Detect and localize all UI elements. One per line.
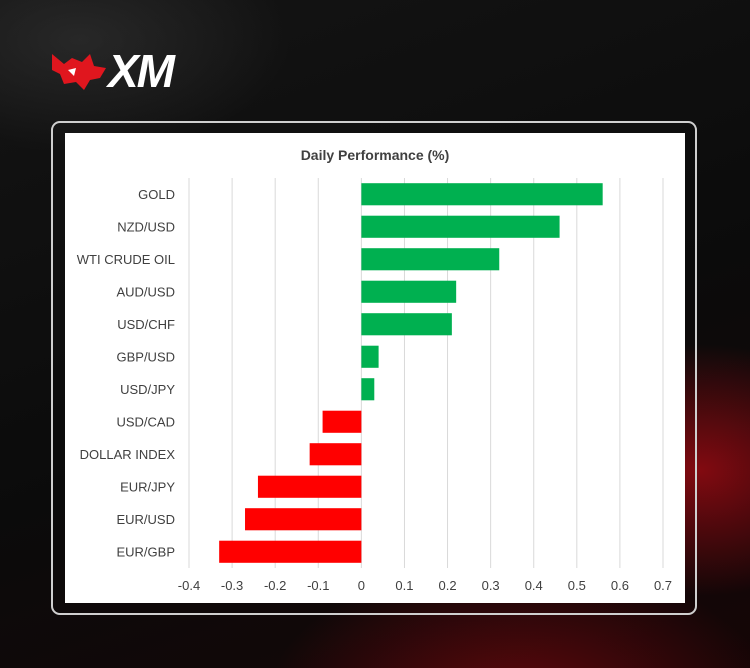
bar-eur-gbp <box>219 540 362 563</box>
chart-panel: Daily Performance (%) GOLD NZD/USD WTI CRU… <box>65 133 685 603</box>
category-label: EUR/USD <box>116 512 175 527</box>
x-tick-label: -0.3 <box>221 578 243 593</box>
category-label: GBP/USD <box>116 349 175 364</box>
bar-eur-usd <box>245 508 362 531</box>
x-tick-label: 0 <box>358 578 365 593</box>
category-label: DOLLAR INDEX <box>80 447 176 462</box>
x-axis-ticks: -0.4 -0.3 -0.2 -0.1 0 0.1 0.2 0.3 0.4 0.5 0.6 0.7 <box>178 578 672 593</box>
bar-usd-chf <box>361 313 452 336</box>
logo-text: XM <box>108 45 175 97</box>
bull-icon <box>52 54 106 90</box>
xm-logo: XM <box>50 45 200 97</box>
category-label: NZD/USD <box>117 219 175 234</box>
chart-title: Daily Performance (%) <box>301 147 450 163</box>
category-label: WTI CRUDE OIL <box>77 252 175 267</box>
bar-gbp-usd <box>361 345 379 368</box>
bar-chart: Daily Performance (%) GOLD NZD/USD WTI CRU… <box>77 147 672 593</box>
bars <box>219 183 603 563</box>
x-tick-label: 0.3 <box>482 578 500 593</box>
x-tick-label: 0.4 <box>525 578 543 593</box>
x-tick-label: 0.2 <box>439 578 457 593</box>
x-tick-label: 0.1 <box>395 578 413 593</box>
bar-eur-jpy <box>257 475 362 498</box>
bar-dollar-index <box>309 443 362 466</box>
x-tick-label: 0.6 <box>611 578 629 593</box>
x-tick-label: -0.2 <box>264 578 286 593</box>
bar-nzd-usd <box>361 215 560 238</box>
category-label: USD/CAD <box>116 414 175 429</box>
x-tick-label: 0.5 <box>568 578 586 593</box>
x-tick-label: -0.4 <box>178 578 200 593</box>
bar-usd-jpy <box>361 378 375 401</box>
bar-wti-crude-oil <box>361 248 500 271</box>
category-label: GOLD <box>138 187 175 202</box>
x-tick-label: -0.1 <box>307 578 329 593</box>
grid-lines <box>188 178 664 568</box>
bar-usd-cad <box>322 410 362 433</box>
category-labels: GOLD NZD/USD WTI CRUDE OIL AUD/USD USD/CHF GB… <box>77 187 176 560</box>
category-label: EUR/JPY <box>120 479 175 494</box>
chart-frame <box>51 121 697 615</box>
x-tick-label: 0.7 <box>654 578 672 593</box>
bar-aud-usd <box>361 280 457 303</box>
category-label: AUD/USD <box>116 284 175 299</box>
category-label: USD/JPY <box>120 382 175 397</box>
category-label: USD/CHF <box>117 317 175 332</box>
bar-gold <box>361 183 603 206</box>
category-label: EUR/GBP <box>116 544 175 559</box>
